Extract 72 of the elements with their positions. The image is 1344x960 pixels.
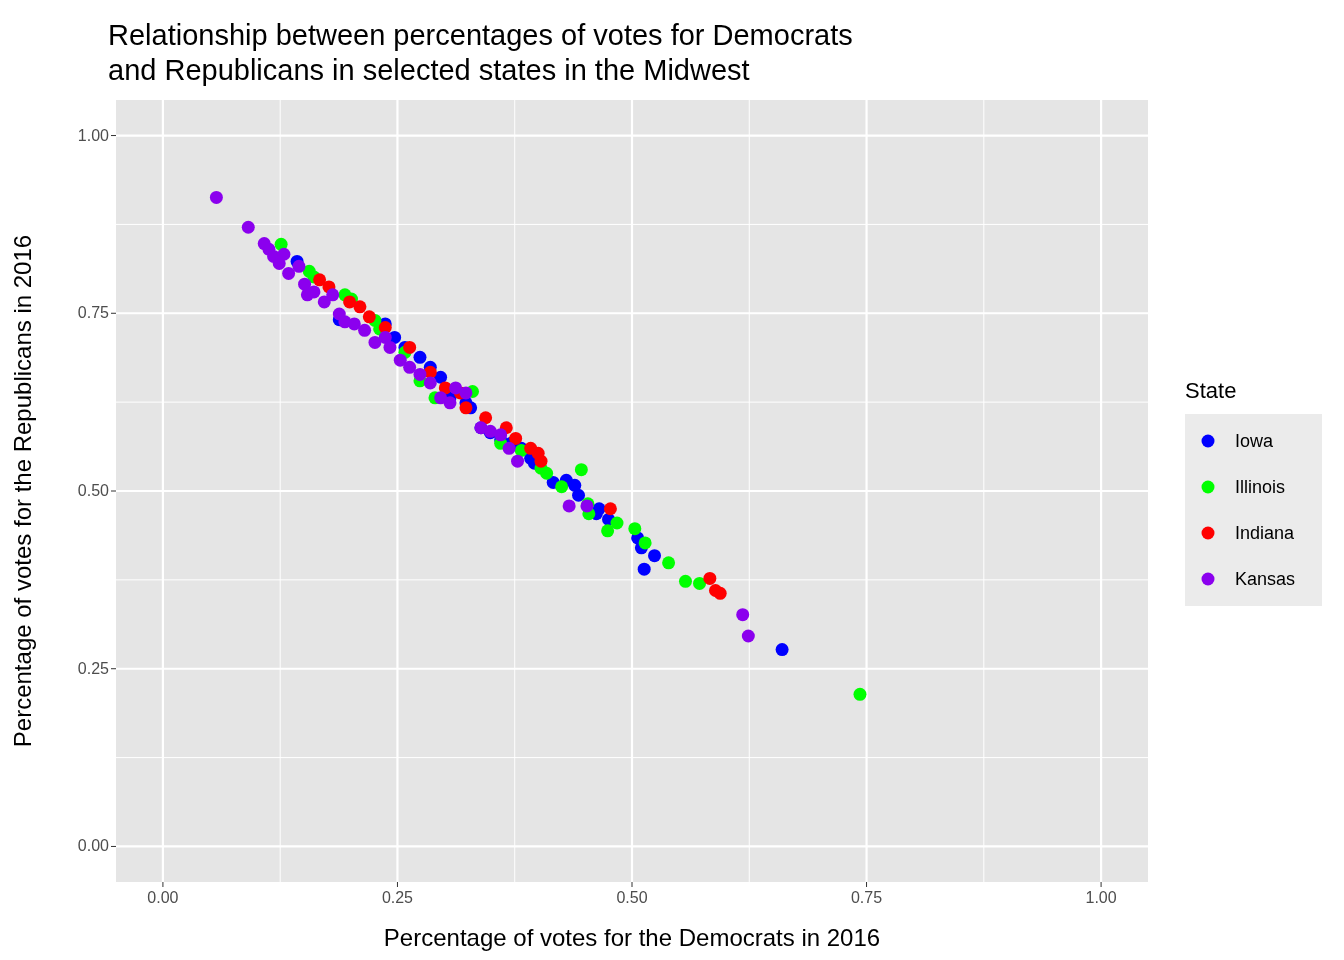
legend-label: Kansas [1235, 568, 1296, 590]
point [648, 549, 662, 563]
point [459, 401, 473, 415]
point [443, 396, 457, 410]
point [434, 391, 448, 405]
y-tick-label: 0.25 [77, 659, 110, 677]
point [403, 360, 417, 374]
point [393, 353, 407, 367]
point [362, 310, 376, 324]
point [736, 608, 750, 622]
y-axis-title: Percentage of votes for the Republicans in 2016 [8, 234, 36, 748]
point [540, 466, 554, 480]
point [574, 463, 588, 477]
x-tick-label: 0.75 [850, 889, 883, 906]
y-tick-label: 0.50 [77, 482, 110, 499]
point [637, 562, 651, 576]
point [678, 574, 692, 588]
point [534, 454, 548, 468]
legend-label: Illinois [1235, 476, 1286, 498]
point [413, 367, 427, 381]
point [853, 687, 867, 701]
point [703, 571, 717, 585]
y-tick-label: 1.00 [77, 126, 110, 144]
point [353, 300, 367, 314]
point [603, 502, 617, 516]
point [662, 556, 676, 570]
point [562, 499, 576, 513]
point [449, 381, 463, 395]
point [403, 340, 417, 354]
point [494, 428, 508, 442]
x-tick-label: 0.50 [616, 889, 648, 906]
point [741, 629, 755, 643]
point [713, 586, 727, 600]
point [292, 259, 306, 273]
point [459, 386, 473, 400]
point [572, 488, 586, 502]
y-tick-label: 0.75 [77, 304, 110, 322]
x-tick-label: 0.25 [381, 889, 414, 906]
chart-title: Relationship between percentages of votes for Democrats and Republicans in selected states in the Midwest [108, 18, 853, 88]
point [479, 411, 493, 425]
point [610, 516, 624, 530]
point [347, 317, 361, 331]
legend-title: State [1185, 378, 1238, 404]
point [378, 330, 392, 344]
x-tick-label: 0.00 [147, 889, 179, 906]
point [628, 522, 642, 536]
x-tick-label: 1.00 [1085, 889, 1117, 906]
point [326, 288, 340, 302]
y-tick-label: 0.00 [77, 837, 110, 855]
point [511, 454, 525, 468]
point [413, 350, 427, 364]
point [277, 247, 291, 261]
point [368, 335, 382, 349]
point [638, 536, 652, 550]
point [423, 376, 437, 390]
legend-label: Iowa [1235, 430, 1274, 452]
point [313, 273, 327, 287]
point [383, 340, 397, 354]
point [568, 478, 582, 492]
point [241, 220, 255, 234]
point [358, 323, 372, 337]
point [317, 295, 331, 309]
point [693, 576, 707, 590]
point [307, 285, 321, 299]
point [601, 524, 615, 538]
point [775, 643, 789, 657]
point [555, 480, 569, 494]
point [298, 277, 312, 291]
point [282, 266, 296, 280]
legend-label: Indiana [1235, 522, 1295, 544]
x-axis-title: Percentage of votes for the Democrats in 2016 [383, 924, 881, 951]
point [209, 190, 223, 204]
